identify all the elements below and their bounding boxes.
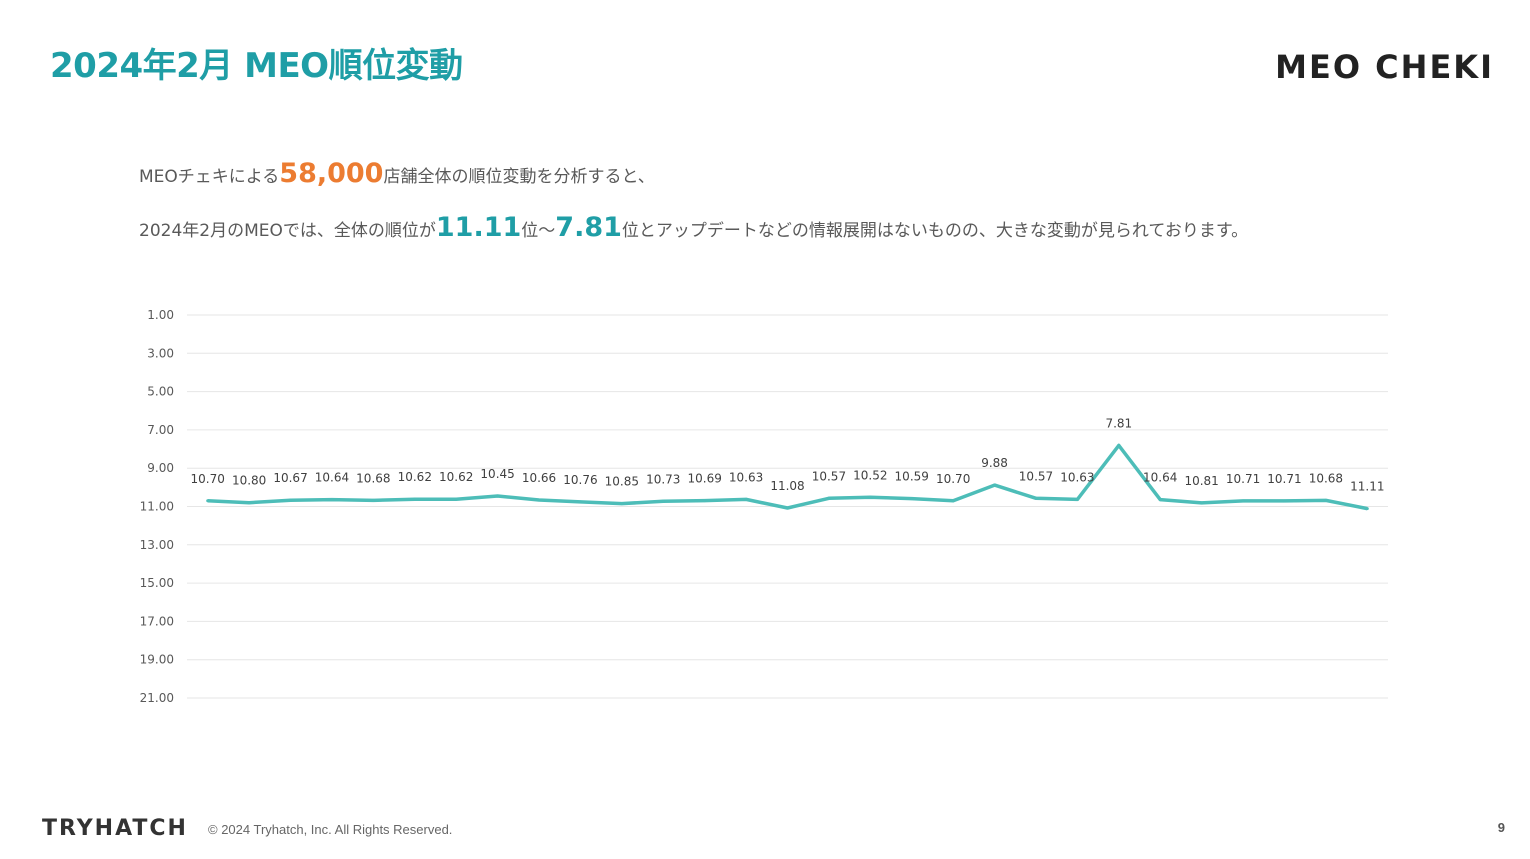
data-label: 10.45 <box>480 467 514 481</box>
data-label: 10.67 <box>273 471 307 485</box>
data-label: 10.76 <box>563 473 597 487</box>
data-point <box>910 497 914 501</box>
y-tick-label: 21.00 <box>140 691 174 705</box>
data-point <box>951 499 955 503</box>
data-label: 10.57 <box>1019 469 1053 483</box>
data-point <box>1282 499 1286 503</box>
desc2-prefix: 2024年2月のMEOでは、全体の順位が <box>139 221 436 241</box>
data-point <box>1117 443 1121 447</box>
y-tick-label: 17.00 <box>140 614 174 628</box>
data-label: 10.63 <box>729 470 763 484</box>
desc1-prefix: MEOチェキによる <box>139 167 280 187</box>
rank-low-highlight: 11.11 <box>435 212 522 243</box>
data-point <box>993 483 997 487</box>
data-label: 7.81 <box>1105 416 1132 430</box>
data-label: 10.68 <box>356 471 390 485</box>
y-tick-label: 3.00 <box>147 346 174 360</box>
data-point <box>786 506 789 510</box>
data-point <box>247 501 251 505</box>
data-point <box>703 499 707 503</box>
data-point <box>206 499 210 503</box>
data-label: 10.63 <box>1060 470 1094 484</box>
page-title: 2024年2月 MEO順位変動 <box>50 46 463 86</box>
desc2-mid: 位〜 <box>521 221 556 241</box>
data-point <box>537 498 541 502</box>
y-tick-label: 9.00 <box>147 461 174 475</box>
data-point <box>1365 507 1369 511</box>
data-label: 10.57 <box>812 469 846 483</box>
data-label: 10.70 <box>191 472 225 486</box>
data-point <box>289 498 293 502</box>
data-labels: 10.70 10.80 10.67 10.64 10.68 10.62 10.62 10.45… <box>191 416 1385 493</box>
y-tick-label: 15.00 <box>140 576 174 590</box>
store-count-highlight: 58,000 <box>279 158 384 189</box>
data-label: 9.88 <box>981 456 1008 470</box>
data-point <box>1241 499 1245 503</box>
data-point <box>454 497 458 501</box>
data-label: 10.71 <box>1267 472 1301 486</box>
data-point <box>578 500 582 504</box>
copyright-text: © 2024 Tryhatch, Inc. All Rights Reserve… <box>208 822 453 837</box>
data-label: 10.64 <box>315 471 349 485</box>
data-label: 10.59 <box>895 470 929 484</box>
data-label: 10.62 <box>398 470 432 484</box>
data-point <box>496 494 500 498</box>
data-label: 10.68 <box>1309 471 1343 485</box>
data-point <box>744 497 748 501</box>
data-point <box>1200 501 1204 505</box>
data-point <box>1075 497 1079 501</box>
data-label: 10.52 <box>853 468 887 482</box>
data-label: 10.73 <box>646 472 680 486</box>
y-tick-label: 5.00 <box>147 385 174 399</box>
data-label: 10.66 <box>522 471 556 485</box>
data-point <box>661 499 665 503</box>
data-label: 10.62 <box>439 470 473 484</box>
data-point <box>413 497 417 501</box>
data-point <box>1158 498 1162 502</box>
data-point <box>827 496 831 500</box>
data-point <box>1324 498 1328 502</box>
data-point <box>868 495 872 499</box>
series-line-group <box>206 443 1369 511</box>
y-tick-label: 7.00 <box>147 423 174 437</box>
data-label: 10.80 <box>232 474 266 488</box>
data-label: 11.11 <box>1350 480 1384 494</box>
tryhatch-logo: TRYHATCH <box>42 816 188 841</box>
data-point <box>620 502 624 506</box>
y-tick-label: 1.00 <box>147 308 174 322</box>
brand-name: MEO CHEKI <box>1275 48 1494 86</box>
description-line-1: MEOチェキによる58,000店舗全体の順位変動を分析すると、 <box>139 158 655 189</box>
desc1-suffix: 店舗全体の順位変動を分析すると、 <box>383 167 655 187</box>
desc2-suffix: 位とアップデートなどの情報展開はないものの、大きな変動が見られております。 <box>621 221 1249 241</box>
data-label: 10.70 <box>936 472 970 486</box>
description-line-2: 2024年2月のMEOでは、全体の順位が11.11位〜7.81位とアップデートな… <box>139 212 1248 243</box>
meo-cheki-logo: MEO CHEKI <box>1275 48 1494 86</box>
page-number: 9 <box>1497 820 1505 835</box>
y-tick-label: 13.00 <box>140 538 174 552</box>
data-label: 10.71 <box>1226 472 1260 486</box>
data-point <box>330 498 334 502</box>
y-axis-ticks: 1.00 3.00 5.00 7.00 9.00 11.00 13.00 15.00 17.00… <box>140 308 174 705</box>
data-label: 10.81 <box>1184 474 1218 488</box>
data-label: 11.08 <box>770 479 804 493</box>
data-point <box>371 498 375 502</box>
data-label: 10.69 <box>687 472 721 486</box>
rank-high-highlight: 7.81 <box>555 212 622 243</box>
data-label: 10.85 <box>605 475 639 489</box>
data-point <box>1034 496 1038 500</box>
data-label: 10.64 <box>1143 471 1177 485</box>
y-tick-label: 19.00 <box>140 653 174 667</box>
y-tick-label: 11.00 <box>140 500 174 514</box>
